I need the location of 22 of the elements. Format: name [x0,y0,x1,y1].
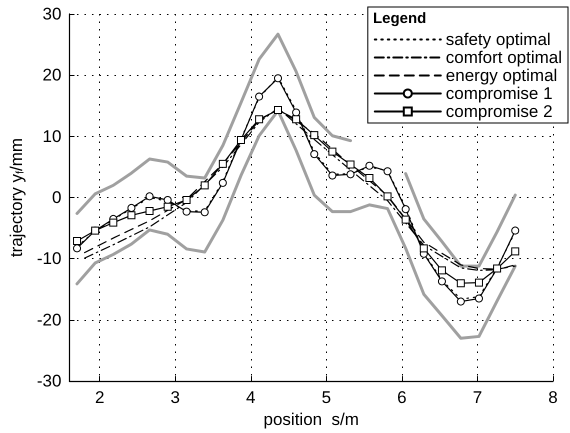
legend-label: safety optimal [446,30,551,49]
x-tick-label: 5 [322,388,332,408]
legend-title: Legend [373,10,426,27]
y-tick-label: 10 [42,126,62,146]
x-tick-label: 3 [170,388,180,408]
x-tick-label: 2 [94,388,104,408]
y-tick-label: 0 [52,188,62,208]
y-tick-label: -20 [36,310,62,330]
x-tick-label: 8 [548,388,558,408]
legend-label: energy optimal [446,66,558,85]
x-tick-label: 4 [246,388,256,408]
legend-label: compromise 1 [446,84,553,103]
y-tick-label: -30 [36,372,62,391]
y-tick-label: 30 [42,4,62,24]
y-axis-title: trajectory yf/mm [7,138,26,258]
legend-label: compromise 2 [446,102,553,121]
x-tick-label: 6 [397,388,407,408]
y-tick-label: -10 [36,249,62,268]
x-axis-title: position s/m [264,410,359,429]
legend-label: comfort optimal [446,48,562,67]
x-tick-label: 7 [472,388,482,408]
y-tick-label: 20 [42,66,62,85]
